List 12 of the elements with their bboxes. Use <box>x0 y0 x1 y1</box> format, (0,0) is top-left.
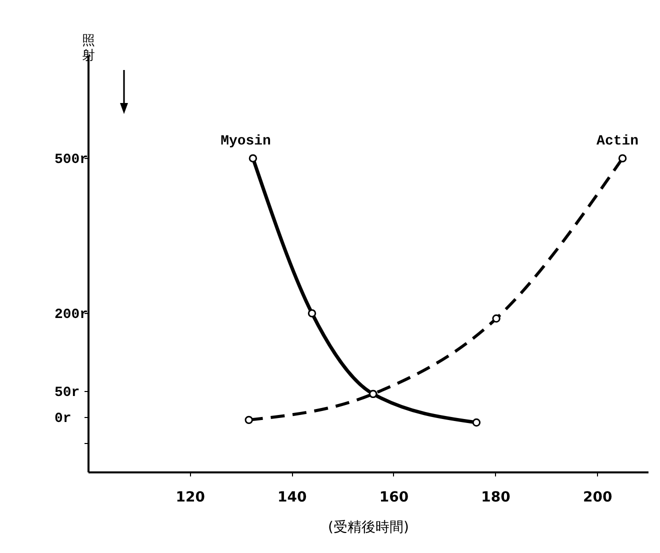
x-tick-label: 120 <box>176 489 206 506</box>
x-tick-label: 160 <box>379 489 409 506</box>
x-tick-label: 200 <box>582 489 612 506</box>
y-tick-label: 200r <box>54 306 88 323</box>
x-tick-label: 140 <box>278 489 307 506</box>
series-label: Myosin <box>220 133 271 150</box>
y-tick-label: 500r <box>54 152 88 168</box>
series-label: Actin <box>596 133 639 150</box>
x-tick-label: 180 <box>481 489 511 506</box>
y-tick-label: 50r <box>54 384 80 401</box>
y-tick-label: 0r <box>54 410 72 427</box>
x-axis-title: (受精後時間) <box>328 519 409 536</box>
